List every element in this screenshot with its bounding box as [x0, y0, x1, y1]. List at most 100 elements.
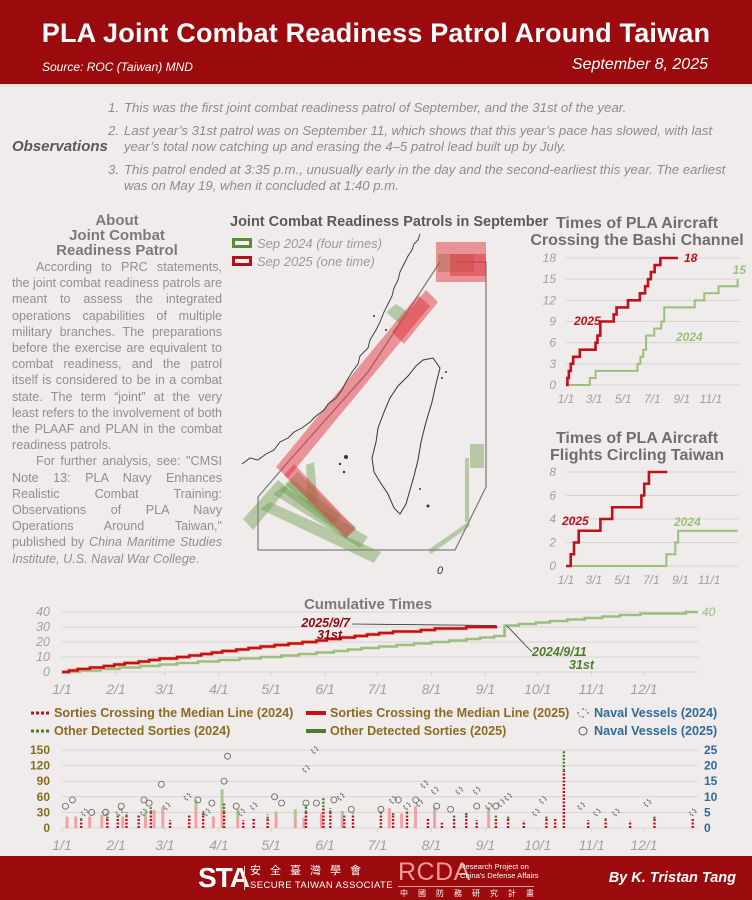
naval-marker-dot: [456, 791, 459, 794]
x-tick-label: 12/1: [630, 837, 657, 853]
naval-marker-2024: [593, 808, 601, 817]
naval-marker-dot: [418, 799, 421, 801]
naval-marker-dot: [430, 789, 433, 792]
naval-marker-2025: [88, 808, 96, 816]
naval-marker-dot: [313, 752, 316, 754]
naval-marker-dot: [302, 767, 304, 770]
cumulative-chart-title: Cumulative Times: [303, 596, 433, 613]
x-tick-label: 5/1: [261, 681, 280, 697]
bar-median-2025: [143, 817, 147, 828]
bashi-title-line: Times of PLA Aircraft: [555, 215, 719, 232]
naval-marker-2025: [492, 802, 500, 810]
legend-median-2025: Sorties Crossing the Median Line (2025): [306, 706, 569, 720]
naval-marker-dot: [688, 811, 691, 814]
naval-marker-2025: [347, 805, 355, 813]
island: [426, 504, 430, 508]
naval-marker-dot: [162, 805, 165, 808]
naval-marker-2024: [101, 808, 110, 817]
y-tick-label: 6: [549, 489, 556, 503]
naval-marker-dot: [115, 811, 118, 814]
naval-marker-2024: [302, 764, 310, 773]
naval-marker-dot: [336, 795, 339, 798]
naval-marker-dot: [596, 808, 598, 811]
naval-marker-dot: [107, 811, 110, 814]
naval-marker-dot: [649, 802, 652, 804]
naval-marker-dot: [580, 808, 583, 811]
y-right-tick-label: 20: [704, 759, 718, 773]
naval-marker-2025: [69, 796, 76, 804]
naval-marker-dot: [254, 803, 257, 806]
series-label-2025: 2025: [561, 514, 589, 528]
x-tick-label: 3/1: [585, 573, 602, 587]
bar-other-2025: [340, 810, 344, 815]
x-tick-label: 11/1: [698, 573, 720, 587]
naval-marker-dot: [140, 813, 143, 816]
naval-marker-dot: [615, 814, 618, 817]
naval-marker-dot: [86, 811, 89, 814]
naval-marker-dot: [311, 751, 314, 753]
naval-marker-dot: [509, 793, 511, 796]
naval-marker-dot: [533, 813, 535, 816]
y-tick-label: 2: [548, 536, 556, 550]
naval-marker-dot: [537, 809, 539, 812]
naval-marker-dot: [458, 792, 461, 795]
naval-marker-dot: [342, 795, 345, 798]
naval-marker-dot: [394, 797, 396, 799]
naval-marker-2024: [249, 802, 258, 811]
naval-marker-dot: [250, 807, 253, 810]
naval-marker-dot: [104, 808, 107, 811]
naval-marker-2024: [183, 792, 192, 801]
legend-swatch-2025: [232, 256, 252, 266]
naval-marker-dot: [583, 805, 586, 808]
naval-marker-dot: [237, 811, 240, 814]
naval-marker-dot: [395, 799, 397, 801]
x-tick-label: 2/1: [105, 837, 125, 853]
naval-marker-dot: [420, 783, 423, 786]
naval-marker-dot: [240, 808, 243, 811]
y-tick-label: 15: [543, 272, 557, 286]
naval-marker-dot: [544, 797, 546, 799]
naval-marker-dot: [504, 795, 506, 798]
bar-other-2025: [433, 807, 437, 813]
x-tick-label: 11/1: [579, 837, 605, 853]
naval-marker-dot: [83, 814, 86, 817]
y-tick-label: 12: [543, 293, 557, 307]
patrol-area-2024: [465, 458, 469, 522]
bar-other-2025: [293, 809, 297, 819]
naval-marker-dot: [433, 792, 436, 795]
naval-marker-dot: [582, 803, 585, 806]
patrol-area-2024: [273, 486, 368, 548]
naval-marker-dot: [646, 805, 649, 807]
naval-marker-dot: [612, 811, 615, 814]
naval-marker-dot: [337, 797, 340, 800]
legend-naval-2025: Naval Vessels (2025): [576, 724, 717, 738]
naval-marker-dot: [403, 805, 405, 808]
bashi-title-line: Crossing the Bashi Channel: [530, 232, 744, 249]
x-tick-label: 9/1: [672, 573, 689, 587]
naval-marker-dot: [116, 813, 119, 816]
bar-median-2025: [121, 818, 125, 828]
patrol-area-2025: [450, 254, 486, 276]
naval-marker-dot: [532, 811, 534, 814]
y-tick-label: 18: [543, 251, 557, 265]
series-end-label-2024: 40: [702, 605, 716, 619]
observations-list: 1. This was the first joint combat readi…: [108, 100, 744, 201]
naval-marker-2024: [688, 808, 697, 817]
naval-marker-dot: [618, 811, 621, 814]
sta-logo: STA: [198, 862, 250, 893]
annotation-count-2024: 31st: [569, 658, 595, 672]
naval-marker-dot: [421, 785, 424, 788]
naval-marker-dot: [433, 786, 436, 789]
x-tick-label: 3/1: [155, 837, 174, 853]
patrol-area-2024: [438, 254, 474, 272]
bar-other-2025: [121, 816, 125, 819]
naval-marker-dot: [392, 802, 394, 804]
annotation-leader-2024: [506, 625, 533, 653]
naval-marker-dot: [255, 805, 258, 808]
bar-median-2025: [319, 813, 323, 828]
naval-marker-dot: [80, 811, 83, 814]
naval-marker-dot: [490, 803, 492, 806]
bar-median-2025: [274, 816, 278, 828]
naval-marker-dot: [458, 786, 461, 789]
legend-naval-2024: Naval Vessels (2024): [576, 706, 717, 720]
